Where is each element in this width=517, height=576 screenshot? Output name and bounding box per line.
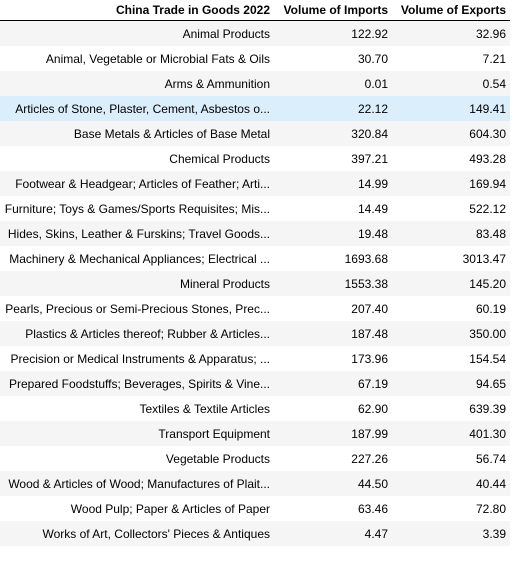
table-row[interactable]: Furniture; Toys & Games/Sports Requisite… bbox=[0, 196, 510, 221]
table-header: China Trade in Goods 2022 Volume of Impo… bbox=[0, 0, 510, 21]
table-row[interactable]: Animal, Vegetable or Microbial Fats & Oi… bbox=[0, 46, 510, 71]
row-imports-cell: 122.92 bbox=[351, 26, 388, 41]
table-row[interactable]: Footwear & Headgear; Articles of Feather… bbox=[0, 171, 510, 196]
row-imports-cell: 173.96 bbox=[351, 351, 388, 366]
row-exports-cell: 3.39 bbox=[482, 526, 506, 541]
row-category-cell: Base Metals & Articles of Base Metal bbox=[73, 126, 270, 141]
row-category-cell: Vegetable Products bbox=[165, 451, 270, 466]
row-imports-cell: 1693.68 bbox=[344, 251, 388, 266]
table-row[interactable]: Wood Pulp; Paper & Articles of Paper 63.4… bbox=[0, 496, 510, 521]
row-imports-cell: 207.40 bbox=[351, 301, 388, 316]
table-row[interactable]: Pearls, Precious or Semi-Precious Stones… bbox=[0, 296, 510, 321]
row-imports-cell: 14.49 bbox=[357, 201, 388, 216]
row-category-cell: Chemical Products bbox=[169, 151, 270, 166]
table-row[interactable]: Wood & Articles of Wood; Manufactures of… bbox=[0, 471, 510, 496]
table-row[interactable]: Chemical Products 397.21 493.28 bbox=[0, 146, 510, 171]
row-exports-cell: 0.54 bbox=[482, 76, 506, 91]
row-category-cell: Prepared Foodstuffs; Beverages, Spirits … bbox=[8, 376, 270, 391]
row-category-cell: Hides, Skins, Leather & Furskins; Travel… bbox=[7, 226, 270, 241]
row-exports-cell: 94.65 bbox=[475, 376, 506, 391]
row-exports-cell: 32.96 bbox=[475, 26, 506, 41]
column-header-exports[interactable]: Volume of Exports bbox=[392, 0, 510, 21]
row-exports-cell: 83.48 bbox=[475, 226, 506, 241]
row-exports-cell: 145.20 bbox=[469, 276, 506, 291]
row-imports-cell: 187.99 bbox=[351, 426, 388, 441]
row-category-cell: Transport Equipment bbox=[158, 426, 270, 441]
table-row[interactable]: Animal Products 122.92 32.96 bbox=[0, 20, 510, 46]
table-row[interactable]: Plastics & Articles thereof; Rubber & Ar… bbox=[0, 321, 510, 346]
row-imports-cell: 63.46 bbox=[357, 501, 388, 516]
row-exports-cell: 72.80 bbox=[475, 501, 506, 516]
row-category-cell: Animal, Vegetable or Microbial Fats & Oi… bbox=[45, 51, 270, 66]
row-exports-cell: 169.94 bbox=[469, 176, 506, 191]
row-imports-cell: 67.19 bbox=[357, 376, 388, 391]
row-imports-cell: 62.90 bbox=[357, 401, 388, 416]
table-row[interactable]: Transport Equipment 187.99 401.30 bbox=[0, 421, 510, 446]
row-category-cell: Arms & Ammunition bbox=[164, 76, 270, 91]
column-header-imports[interactable]: Volume of Imports bbox=[274, 0, 392, 21]
row-imports-cell: 4.47 bbox=[364, 526, 388, 541]
table-row[interactable]: Base Metals & Articles of Base Metal 320.… bbox=[0, 121, 510, 146]
row-exports-cell: 60.19 bbox=[475, 301, 506, 316]
row-exports-cell: 3013.47 bbox=[462, 251, 506, 266]
row-imports-cell: 320.84 bbox=[351, 126, 388, 141]
row-category-cell: Furniture; Toys & Games/Sports Requisite… bbox=[4, 201, 270, 216]
trade-table: China Trade in Goods 2022 Volume of Impo… bbox=[0, 0, 510, 546]
row-imports-cell: 30.70 bbox=[357, 51, 388, 66]
row-exports-cell: 639.39 bbox=[469, 401, 506, 416]
table-row[interactable]: Mineral Products 1553.38 145.20 bbox=[0, 271, 510, 296]
table-row[interactable]: Vegetable Products 227.26 56.74 bbox=[0, 446, 510, 471]
row-exports-cell: 56.74 bbox=[475, 451, 506, 466]
row-imports-cell: 44.50 bbox=[357, 476, 388, 491]
row-exports-cell: 493.28 bbox=[469, 151, 506, 166]
row-category-cell: Wood Pulp; Paper & Articles of Paper bbox=[70, 501, 270, 516]
row-exports-cell: 40.44 bbox=[475, 476, 506, 491]
table-row[interactable]: Articles of Stone, Plaster, Cement, Asbe… bbox=[0, 96, 510, 121]
row-imports-cell: 227.26 bbox=[351, 451, 388, 466]
row-category-cell: Mineral Products bbox=[179, 276, 270, 291]
row-exports-cell: 7.21 bbox=[482, 51, 506, 66]
row-category-cell: Plastics & Articles thereof; Rubber & Ar… bbox=[25, 326, 270, 341]
table-body: Animal Products 122.92 32.96 Animal, Vegeta… bbox=[0, 20, 510, 546]
trade-table-container: China Trade in Goods 2022 Volume of Impo… bbox=[0, 0, 510, 546]
row-category-cell: Wood & Articles of Wood; Manufactures of… bbox=[8, 476, 270, 491]
row-category-cell: Animal Products bbox=[182, 26, 270, 41]
row-exports-cell: 149.41 bbox=[469, 101, 506, 116]
table-row[interactable]: Prepared Foodstuffs; Beverages, Spirits … bbox=[0, 371, 510, 396]
row-exports-cell: 350.00 bbox=[469, 326, 506, 341]
table-row[interactable]: Machinery & Mechanical Appliances; Elect… bbox=[0, 246, 510, 271]
row-imports-cell: 1553.38 bbox=[344, 276, 388, 291]
row-imports-cell: 19.48 bbox=[357, 226, 388, 241]
row-imports-cell: 0.01 bbox=[364, 76, 388, 91]
column-header-category[interactable]: China Trade in Goods 2022 bbox=[0, 0, 274, 21]
row-exports-cell: 154.54 bbox=[469, 351, 506, 366]
row-category-cell: Machinery & Mechanical Appliances; Elect… bbox=[9, 251, 270, 266]
table-row[interactable]: Hides, Skins, Leather & Furskins; Travel… bbox=[0, 221, 510, 246]
row-category-cell: Precision or Medical Instruments & Appar… bbox=[10, 351, 270, 366]
row-exports-cell: 522.12 bbox=[469, 201, 506, 216]
row-category-cell: Articles of Stone, Plaster, Cement, Asbe… bbox=[15, 101, 270, 116]
table-row[interactable]: Precision or Medical Instruments & Appar… bbox=[0, 346, 510, 371]
row-category-cell: Works of Art, Collectors' Pieces & Antiq… bbox=[42, 526, 271, 541]
row-imports-cell: 14.99 bbox=[357, 176, 388, 191]
row-exports-cell: 401.30 bbox=[469, 426, 506, 441]
header-row: China Trade in Goods 2022 Volume of Impo… bbox=[0, 0, 510, 21]
row-category-cell: Pearls, Precious or Semi-Precious Stones… bbox=[5, 301, 270, 316]
table-row[interactable]: Arms & Ammunition 0.01 0.54 bbox=[0, 71, 510, 96]
row-imports-cell: 22.12 bbox=[357, 101, 388, 116]
row-category-cell: Textiles & Textile Articles bbox=[139, 401, 271, 416]
row-imports-cell: 397.21 bbox=[351, 151, 388, 166]
row-category-cell: Footwear & Headgear; Articles of Feather… bbox=[15, 176, 270, 191]
row-imports-cell: 187.48 bbox=[351, 326, 388, 341]
table-row[interactable]: Textiles & Textile Articles 62.90 639.39 bbox=[0, 396, 510, 421]
row-exports-cell: 604.30 bbox=[469, 126, 506, 141]
table-row[interactable]: Works of Art, Collectors' Pieces & Antiq… bbox=[0, 521, 510, 546]
